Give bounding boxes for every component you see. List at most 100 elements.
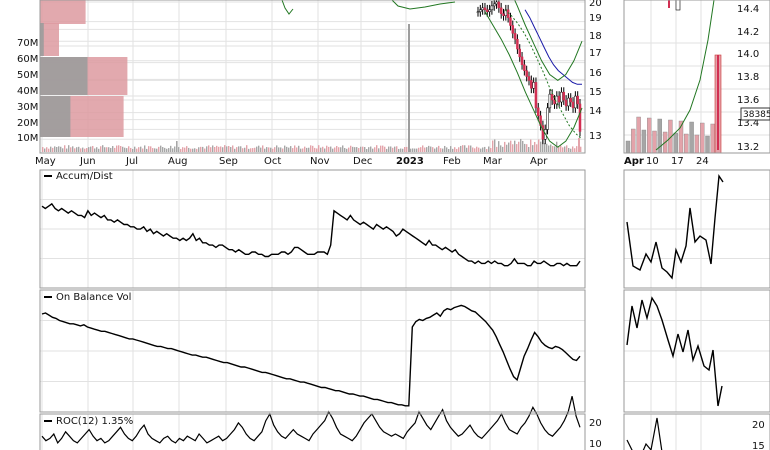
candle-body	[504, 9, 508, 16]
volume-bar	[250, 148, 252, 152]
volume-bar	[492, 140, 494, 152]
candle-body	[476, 11, 480, 14]
volume-bar	[440, 148, 442, 152]
volume-bar	[156, 148, 158, 152]
volume-bar	[162, 147, 164, 152]
volume-bar	[154, 148, 156, 152]
volume-bar	[306, 147, 308, 152]
volume-bar	[152, 148, 154, 152]
volume-bar	[114, 147, 116, 152]
price-tick-20: 20	[589, 0, 602, 9]
x-label-jun: Jun	[79, 156, 96, 167]
zoom-roc-line	[626, 417, 663, 450]
price-layer	[281, 0, 719, 151]
volume-bar	[246, 145, 248, 152]
volume-bar	[170, 145, 172, 152]
volume-bar	[356, 147, 358, 152]
candle-body	[509, 17, 512, 26]
volume-bar	[116, 145, 118, 152]
frame-layer	[39, 0, 770, 450]
volume-bar	[52, 147, 54, 152]
volume-bar	[416, 148, 418, 152]
candle-body	[567, 97, 570, 107]
volume-bar	[550, 144, 552, 152]
candle-body	[578, 103, 582, 132]
obv-panel-frame	[39, 289, 586, 413]
volume-bar	[172, 148, 174, 152]
volume-bar	[220, 146, 222, 152]
x-label-oct: Oct	[264, 156, 281, 167]
volume-bar	[480, 148, 482, 152]
candle-body	[541, 125, 545, 140]
zoom-obv-panel-frame	[623, 289, 770, 413]
volume-bar	[510, 140, 512, 152]
volume-bar	[494, 139, 496, 152]
volume-bar	[276, 145, 278, 152]
volume-bar	[476, 146, 478, 152]
volume-bar	[286, 146, 288, 152]
volume-bar	[270, 147, 272, 152]
price-tick-19: 19	[589, 13, 602, 24]
volume-bar	[226, 146, 228, 152]
volume-bar	[104, 147, 106, 152]
volume-bar	[218, 146, 220, 152]
volume-bar	[516, 144, 518, 152]
zoom-x-label-10: 10	[646, 156, 659, 167]
volume-bar	[146, 148, 148, 152]
x-label-jul: Jul	[125, 156, 138, 167]
volume-tick-40m: 40M	[17, 86, 38, 97]
volume-bar	[110, 147, 112, 152]
volume-bar	[532, 145, 534, 152]
x-label-2023: 2023	[396, 156, 424, 167]
volume-bar	[378, 148, 380, 152]
volume-bar	[180, 148, 182, 152]
price-tick-16: 16	[589, 68, 602, 79]
accum-dist-label: Accum/Dist	[56, 171, 113, 182]
volume-bar	[304, 146, 306, 152]
volume-bar	[358, 148, 360, 152]
volume-bar	[76, 147, 78, 152]
volume-bar	[366, 148, 368, 152]
volume-tick-70m: 70M	[17, 38, 38, 49]
volume-bar	[334, 147, 336, 152]
volume-bar	[256, 146, 258, 152]
volume-bar	[192, 148, 194, 152]
zoom-roc-tick-20: 20	[752, 420, 765, 431]
candle-body	[574, 95, 577, 109]
x-label-apr: Apr	[530, 156, 548, 167]
volume-bar	[312, 145, 314, 152]
volume-bar	[184, 147, 186, 152]
volume-bar	[488, 146, 490, 152]
volume-bar	[418, 147, 420, 152]
volume-bar	[112, 146, 114, 152]
volume-bar	[138, 147, 140, 152]
zoom-price-panel-frame	[623, 0, 770, 154]
zoom-price-tick-13-6: 13.6	[737, 95, 759, 106]
grid-layer	[40, 0, 770, 450]
candle-body	[562, 91, 566, 101]
obv-line	[41, 304, 581, 407]
volume-bar	[96, 147, 98, 152]
volume-bar	[450, 146, 452, 152]
candle-body	[555, 95, 559, 105]
volume-bar	[468, 145, 470, 152]
volume-tick-30m: 30M	[17, 102, 38, 113]
candle-body	[550, 93, 554, 101]
volume-bar	[296, 147, 298, 152]
volume-bar	[430, 146, 432, 152]
candle-body	[486, 9, 489, 13]
volume-bar	[194, 148, 196, 152]
zoom-obv-line	[626, 296, 723, 407]
zoom-volume-bar	[673, 132, 678, 154]
volume-bar	[234, 148, 236, 152]
volume-bar	[490, 148, 492, 152]
volume-bar	[318, 145, 320, 152]
bollinger-upper-line	[514, 0, 583, 82]
volume-bar	[130, 147, 132, 152]
candle-body	[534, 82, 538, 109]
zoom-price-tick-14-2: 14.2	[737, 27, 759, 38]
candle-body	[527, 76, 531, 81]
volume-bar	[42, 147, 44, 152]
volume-bar	[198, 147, 200, 152]
